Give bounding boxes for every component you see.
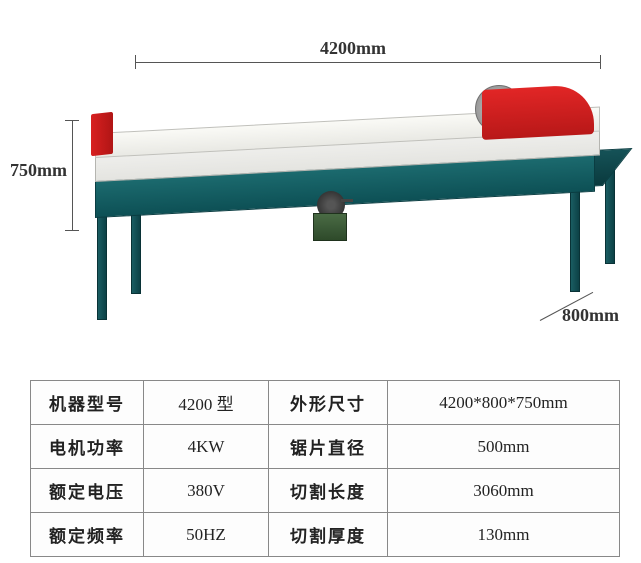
- spec-value: 130mm: [387, 513, 619, 557]
- machine-leg: [97, 215, 107, 320]
- switch-box: [313, 213, 347, 241]
- dim-label-length: 4200mm: [320, 38, 386, 59]
- machine-leg: [570, 187, 580, 292]
- dim-tick: [65, 230, 79, 231]
- spec-label: 锯片直径: [268, 425, 387, 469]
- crank-assembly: [313, 191, 349, 241]
- spec-label: 机器型号: [31, 381, 144, 425]
- spec-label: 切割长度: [268, 469, 387, 513]
- spec-value: 50HZ: [144, 513, 269, 557]
- spec-label: 切割厚度: [268, 513, 387, 557]
- spec-label: 额定频率: [31, 513, 144, 557]
- dim-tick: [135, 55, 136, 69]
- dim-tick: [600, 55, 601, 69]
- spec-value: 4200 型: [144, 381, 269, 425]
- dim-line-top: [135, 62, 600, 63]
- spec-label: 电机功率: [31, 425, 144, 469]
- spec-value: 4200*800*750mm: [387, 381, 619, 425]
- spec-label: 外形尺寸: [268, 381, 387, 425]
- dim-label-height: 750mm: [10, 160, 67, 181]
- dim-tick: [65, 120, 79, 121]
- spec-value: 500mm: [387, 425, 619, 469]
- crank-handle: [341, 199, 353, 202]
- spec-table: 机器型号 4200 型 外形尺寸 4200*800*750mm 电机功率 4KW…: [30, 380, 620, 557]
- spec-value: 3060mm: [387, 469, 619, 513]
- spec-label: 额定电压: [31, 469, 144, 513]
- machine-leg: [605, 169, 615, 264]
- table-row: 机器型号 4200 型 外形尺寸 4200*800*750mm: [31, 381, 620, 425]
- table-row: 电机功率 4KW 锯片直径 500mm: [31, 425, 620, 469]
- machine-illustration: [95, 95, 605, 320]
- spec-value: 380V: [144, 469, 269, 513]
- dim-line-left: [72, 120, 73, 230]
- fence-left: [91, 112, 113, 156]
- product-spec-infographic: 4200mm 750mm 800mm 机器型号 4200 型 外形尺寸 4200…: [0, 0, 641, 563]
- table-row: 额定电压 380V 切割长度 3060mm: [31, 469, 620, 513]
- table-row: 额定频率 50HZ 切割厚度 130mm: [31, 513, 620, 557]
- blade-guard-right: [482, 84, 594, 140]
- spec-value: 4KW: [144, 425, 269, 469]
